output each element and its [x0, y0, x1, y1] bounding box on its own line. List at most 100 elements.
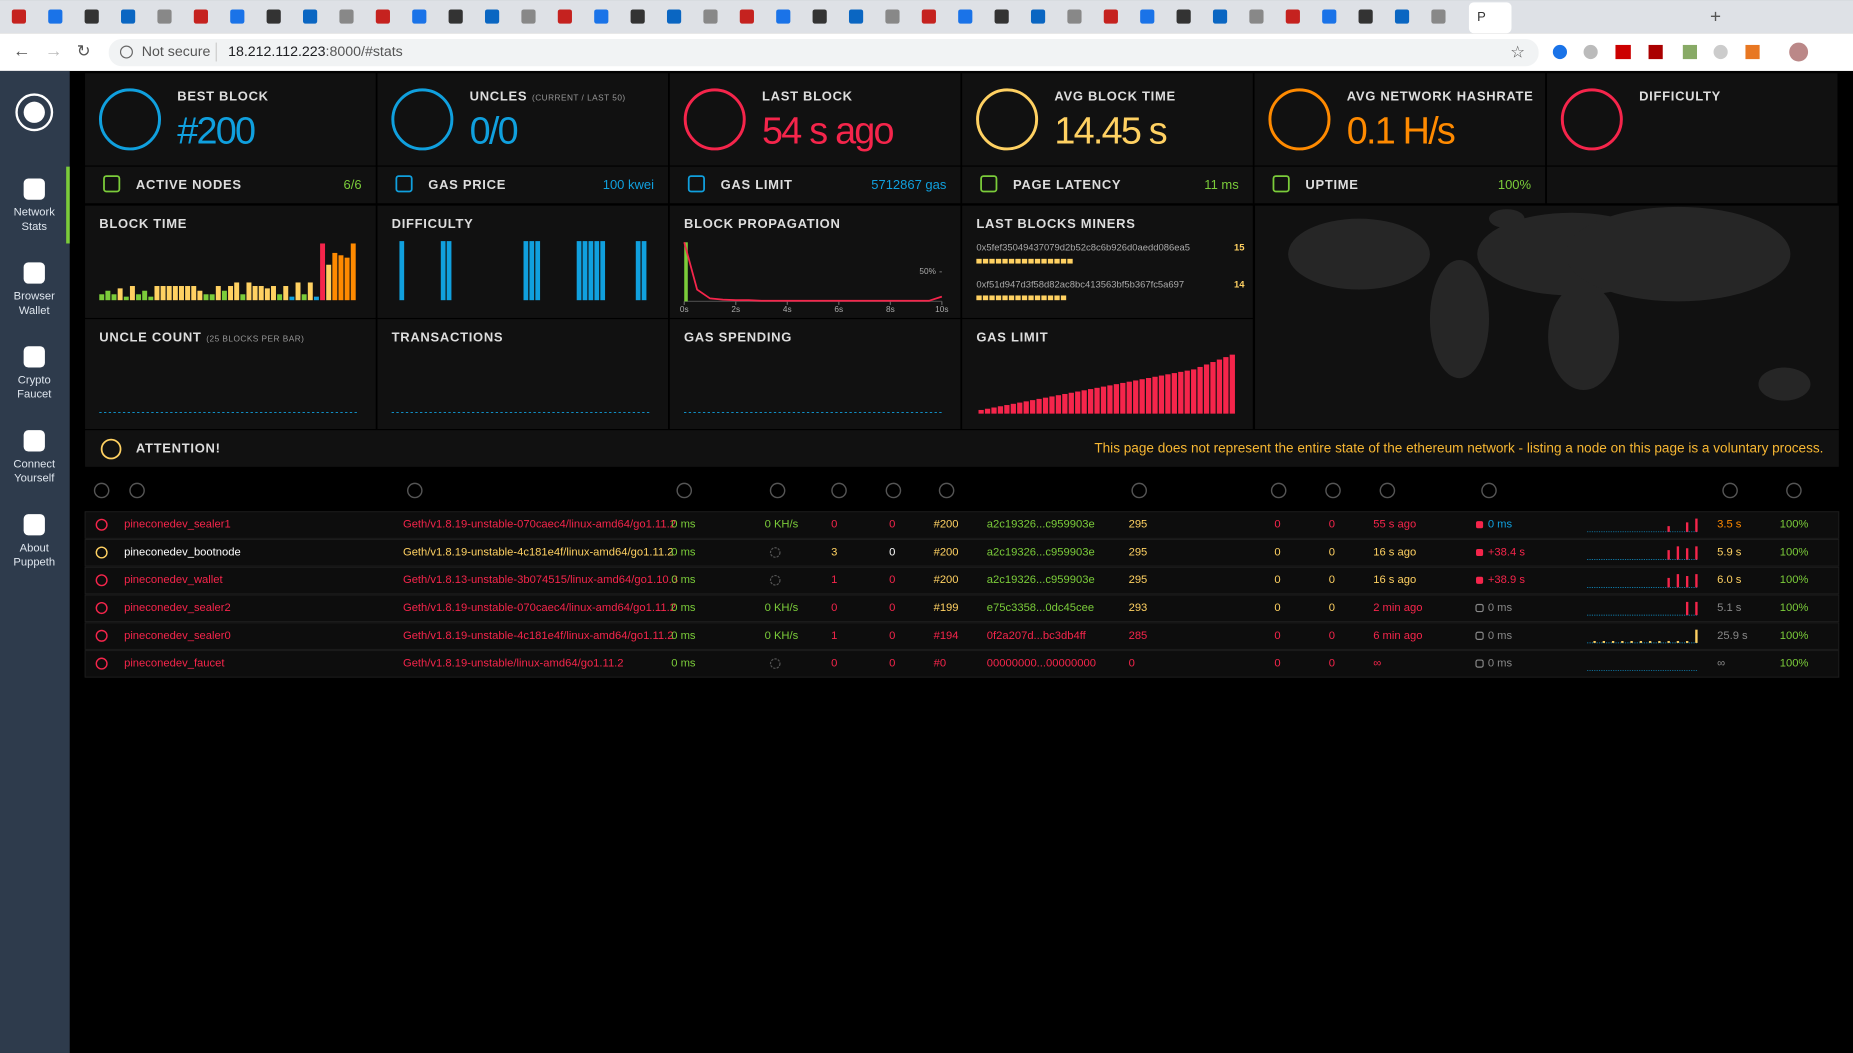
- tab-favicon[interactable]: [1358, 9, 1373, 24]
- continent: [1288, 218, 1430, 290]
- bar: [148, 296, 154, 301]
- tab-favicon[interactable]: [848, 9, 864, 24]
- omnibox[interactable]: [108, 39, 1539, 67]
- node-row[interactable]: [84, 650, 1840, 678]
- tab-favicon[interactable]: [84, 9, 99, 24]
- sidebar-icon[interactable]: [23, 178, 45, 200]
- sidebar-label[interactable]: Wallet: [19, 305, 51, 317]
- column-icon[interactable]: [938, 482, 955, 499]
- tab-favicon[interactable]: [921, 9, 936, 24]
- node-propagation: +38.9 s: [1488, 574, 1526, 586]
- sidebar-label[interactable]: About: [20, 542, 50, 554]
- sidebar-icon[interactable]: [23, 262, 45, 284]
- tab-favicon[interactable]: [630, 9, 645, 24]
- bookmark-star[interactable]: ☆: [1510, 43, 1525, 62]
- tab-favicon[interactable]: [1067, 9, 1082, 24]
- tab-favicon[interactable]: [48, 9, 63, 24]
- tab-favicon[interactable]: [812, 9, 827, 24]
- tab-favicon[interactable]: [521, 9, 536, 24]
- tab-favicon[interactable]: [1030, 9, 1046, 24]
- tab-favicon[interactable]: [193, 9, 208, 24]
- column-icon[interactable]: [885, 482, 902, 499]
- node-row[interactable]: [84, 566, 1840, 595]
- tab-favicon[interactable]: [1322, 9, 1337, 24]
- sidebar-label[interactable]: Stats: [21, 221, 47, 233]
- tab-favicon[interactable]: [121, 9, 136, 24]
- tab-favicon[interactable]: [266, 9, 281, 24]
- miner-address: 0xf51d947d3f58d82ac8bc413563bf5b367fc5a6…: [976, 279, 1184, 290]
- logo[interactable]: [15, 93, 54, 132]
- reload-button[interactable]: ↻: [77, 41, 91, 60]
- small-stat-value: 11 ms: [1204, 177, 1239, 192]
- sidebar-label[interactable]: Network: [14, 207, 56, 219]
- tab-favicon[interactable]: [739, 9, 754, 24]
- tab-favicon[interactable]: [1176, 9, 1191, 24]
- tab-favicon[interactable]: [448, 9, 463, 24]
- spark-bar: [1648, 641, 1652, 643]
- node-hash: e75c3358...0dc45cee: [987, 602, 1094, 614]
- tab-favicon[interactable]: [958, 9, 973, 24]
- tab-favicon[interactable]: [1140, 9, 1155, 24]
- tab-favicon[interactable]: [885, 9, 900, 24]
- node-hash: 00000000...00000000: [987, 658, 1096, 670]
- node-row[interactable]: [84, 622, 1840, 650]
- new-tab[interactable]: +: [1710, 7, 1721, 28]
- tab-favicon[interactable]: [703, 9, 718, 24]
- tab-favicon[interactable]: [412, 9, 427, 24]
- tab-favicon[interactable]: [1212, 9, 1228, 24]
- tab-favicon[interactable]: [1249, 9, 1264, 24]
- sidebar-icon[interactable]: [23, 430, 45, 452]
- column-icon[interactable]: [406, 482, 423, 499]
- column-icon[interactable]: [1379, 482, 1396, 499]
- column-icon[interactable]: [769, 482, 786, 499]
- sidebar-icon[interactable]: [23, 346, 45, 368]
- info-icon[interactable]: [119, 45, 133, 59]
- tab-favicon[interactable]: [375, 9, 390, 24]
- sidebar-label[interactable]: Faucet: [17, 389, 52, 401]
- tab-favicon[interactable]: [230, 9, 245, 24]
- tab-favicon[interactable]: [11, 9, 26, 24]
- column-icon[interactable]: [831, 482, 847, 499]
- node-row[interactable]: [84, 594, 1840, 623]
- column-icon[interactable]: [1270, 482, 1287, 499]
- active-tab[interactable]: [1468, 2, 1512, 34]
- column-icon[interactable]: [1325, 482, 1341, 499]
- column-icon[interactable]: [93, 482, 110, 499]
- tab-favicon[interactable]: [666, 9, 682, 24]
- column-icon[interactable]: [1786, 482, 1802, 499]
- forward-button[interactable]: →: [45, 41, 63, 61]
- column-icon[interactable]: [1481, 482, 1497, 499]
- sidebar-label[interactable]: Yourself: [14, 473, 55, 485]
- tab-favicon[interactable]: [339, 9, 354, 24]
- column-icon[interactable]: [129, 482, 145, 499]
- tab-favicon[interactable]: [776, 9, 791, 24]
- tab-favicon[interactable]: [157, 9, 172, 24]
- back-button[interactable]: ←: [13, 41, 31, 61]
- column-icon[interactable]: [1722, 482, 1738, 499]
- tab-favicon[interactable]: [557, 9, 572, 24]
- active-tab-title[interactable]: P: [1477, 9, 1486, 24]
- bar: [1203, 364, 1210, 414]
- tab-favicon[interactable]: [594, 9, 609, 24]
- spark-bar: [1621, 641, 1624, 643]
- node-uptime: 100%: [1780, 630, 1809, 642]
- tab-favicon[interactable]: [1431, 9, 1446, 24]
- tab-favicon[interactable]: [484, 9, 500, 24]
- node-row[interactable]: [84, 511, 1840, 539]
- sidebar-icon[interactable]: [23, 514, 45, 536]
- sidebar-label[interactable]: Puppeth: [13, 557, 55, 569]
- column-icon[interactable]: [676, 482, 693, 499]
- column-icon[interactable]: [1131, 482, 1148, 499]
- spark-bar: [1685, 576, 1689, 588]
- bar: [535, 241, 541, 301]
- tab-favicon[interactable]: [303, 9, 318, 24]
- node-row[interactable]: [84, 539, 1840, 567]
- tab-favicon[interactable]: [1285, 9, 1300, 24]
- tab-favicon[interactable]: [1103, 9, 1118, 24]
- sidebar-label[interactable]: Connect: [13, 458, 56, 470]
- tab-favicon[interactable]: [994, 9, 1009, 24]
- sidebar-label[interactable]: Browser: [14, 291, 55, 303]
- tab-favicon[interactable]: [1394, 9, 1410, 24]
- sidebar-label[interactable]: Crypto: [18, 375, 51, 387]
